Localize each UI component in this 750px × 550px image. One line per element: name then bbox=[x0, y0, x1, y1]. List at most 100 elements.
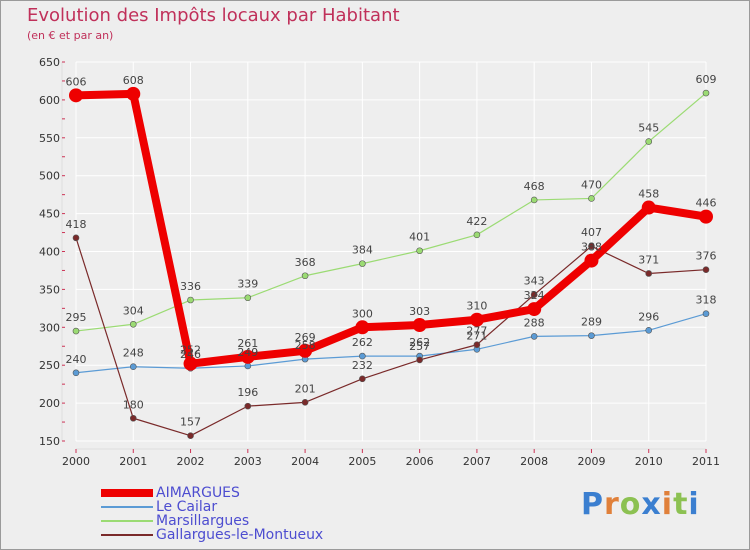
x-tick-label: 2003 bbox=[234, 455, 262, 468]
data-label: 248 bbox=[123, 347, 144, 360]
data-label: 289 bbox=[581, 316, 602, 329]
data-point bbox=[183, 356, 198, 371]
data-point bbox=[645, 270, 653, 277]
data-label: 339 bbox=[237, 278, 258, 291]
data-label: 446 bbox=[696, 197, 717, 210]
data-label: 343 bbox=[524, 275, 545, 288]
data-point bbox=[187, 296, 194, 304]
data-label: 401 bbox=[409, 231, 430, 244]
chart-subtitle: (en € et par an) bbox=[27, 29, 114, 42]
data-label: 418 bbox=[66, 218, 87, 231]
y-tick-label: 200 bbox=[39, 397, 60, 410]
data-point bbox=[530, 291, 538, 299]
data-label: 249 bbox=[237, 346, 258, 359]
logo-letter: x bbox=[641, 487, 662, 522]
data-label: 246 bbox=[180, 348, 201, 361]
x-tick-label: 2006 bbox=[406, 455, 434, 468]
legend-label: Gallargues-le-Montueux bbox=[156, 527, 324, 543]
data-label: 261 bbox=[237, 337, 258, 350]
data-label: 384 bbox=[352, 244, 373, 257]
data-label: 258 bbox=[295, 339, 316, 352]
data-label: 407 bbox=[581, 226, 602, 239]
data-point bbox=[69, 88, 83, 103]
legend-item: Marsillargues bbox=[101, 513, 401, 529]
series-labels: 240 248 246 249 258 262 262 271 288 289 296 318 295 3… bbox=[66, 73, 717, 429]
y-tick-label: 400 bbox=[39, 246, 60, 259]
x-tick-label: 2010 bbox=[635, 455, 663, 468]
data-label: 303 bbox=[409, 305, 430, 318]
data-point bbox=[126, 86, 141, 101]
legend-swatch bbox=[101, 506, 153, 508]
data-label: 324 bbox=[524, 289, 545, 302]
data-point bbox=[588, 195, 595, 202]
y-tick-label: 450 bbox=[39, 208, 60, 221]
data-point bbox=[702, 310, 710, 317]
series-points bbox=[69, 86, 713, 439]
logo-letter: t bbox=[673, 487, 689, 522]
legend-label: Le Cailar bbox=[156, 499, 218, 515]
data-label: 295 bbox=[66, 311, 87, 324]
data-point bbox=[240, 349, 255, 364]
data-point bbox=[244, 402, 252, 410]
legend-swatch bbox=[101, 520, 153, 522]
data-point bbox=[702, 89, 710, 97]
data-label: 336 bbox=[180, 280, 201, 293]
data-point bbox=[72, 327, 80, 335]
legend-label: AIMARGUES bbox=[156, 485, 240, 501]
x-tick-label: 2004 bbox=[291, 455, 319, 468]
x-tick-label: 2009 bbox=[577, 455, 605, 468]
data-point bbox=[588, 332, 595, 339]
legend-item: AIMARGUES bbox=[101, 485, 401, 501]
data-point bbox=[244, 294, 252, 302]
data-point bbox=[473, 341, 481, 349]
data-point bbox=[641, 200, 656, 215]
data-label: 257 bbox=[409, 340, 430, 353]
data-point bbox=[355, 320, 370, 335]
legend-label: Marsillargues bbox=[156, 513, 250, 529]
data-label: 609 bbox=[696, 73, 717, 86]
data-label: 232 bbox=[352, 359, 373, 372]
data-label: 458 bbox=[638, 188, 659, 201]
legend-item: Le Cailar bbox=[101, 499, 401, 515]
y-tick-label: 500 bbox=[39, 170, 60, 183]
data-point bbox=[469, 312, 484, 327]
logo-letter: i bbox=[688, 487, 700, 522]
legend-swatch bbox=[101, 534, 153, 536]
data-point bbox=[530, 196, 538, 204]
data-label: 201 bbox=[295, 382, 316, 395]
data-point bbox=[412, 318, 427, 333]
data-label: 371 bbox=[638, 253, 659, 266]
data-label: 157 bbox=[180, 416, 201, 429]
data-point bbox=[645, 327, 653, 334]
data-label: 422 bbox=[466, 215, 487, 228]
data-point bbox=[301, 272, 309, 280]
data-label: 470 bbox=[581, 178, 602, 191]
data-point bbox=[416, 247, 423, 255]
data-label: 304 bbox=[123, 304, 144, 317]
series-line-1 bbox=[75, 313, 707, 374]
chart-title: Evolution des Impôts locaux par Habitant bbox=[27, 5, 400, 26]
data-point bbox=[416, 356, 423, 364]
data-label: 368 bbox=[295, 256, 316, 269]
data-point bbox=[72, 369, 80, 377]
logo-letter: r bbox=[604, 487, 620, 522]
data-point bbox=[301, 399, 309, 406]
grid bbox=[75, 61, 707, 442]
x-tick-label: 2007 bbox=[463, 455, 491, 468]
series-line-0 bbox=[72, 89, 710, 368]
data-label: 252 bbox=[180, 344, 201, 357]
y-tick-label: 150 bbox=[39, 435, 60, 448]
data-point bbox=[187, 432, 194, 439]
data-point bbox=[699, 209, 713, 224]
data-point bbox=[359, 352, 366, 360]
y-tick-label: 550 bbox=[39, 132, 60, 145]
data-point bbox=[129, 320, 137, 328]
data-point bbox=[527, 302, 542, 317]
data-label: 468 bbox=[524, 180, 545, 193]
y-tick-label: 300 bbox=[39, 321, 60, 334]
series-line-2 bbox=[75, 92, 707, 332]
data-label: 240 bbox=[66, 353, 87, 366]
data-label: 606 bbox=[66, 75, 87, 88]
data-label: 262 bbox=[352, 336, 373, 349]
legend-swatch bbox=[101, 489, 153, 497]
